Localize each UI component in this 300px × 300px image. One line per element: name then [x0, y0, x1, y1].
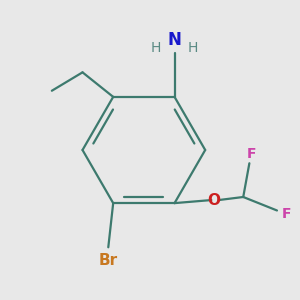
- Text: F: F: [247, 147, 256, 161]
- Text: Br: Br: [99, 253, 118, 268]
- Text: H: H: [151, 41, 161, 55]
- Text: O: O: [207, 193, 220, 208]
- Text: H: H: [188, 41, 198, 55]
- Text: N: N: [168, 32, 182, 50]
- Text: F: F: [281, 207, 291, 220]
